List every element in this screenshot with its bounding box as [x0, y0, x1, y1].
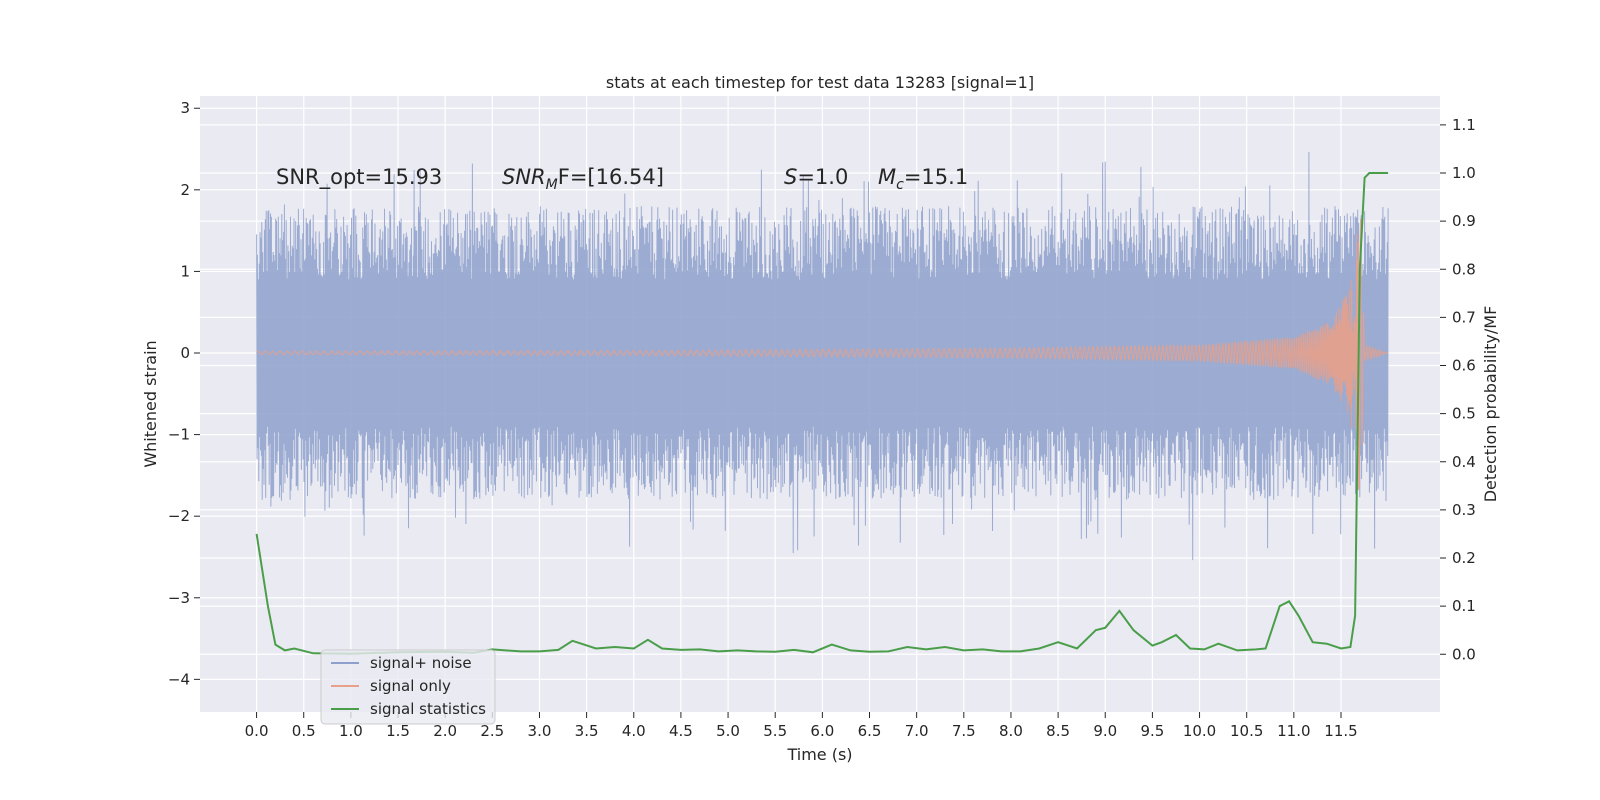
annotation-snr-mf-rest: F=[16.54]: [558, 165, 664, 189]
legend-box: [320, 649, 496, 725]
annotation-snr-opt: SNR_opt=15.93: [276, 165, 442, 190]
x-tick-label: 7.5: [952, 722, 976, 740]
x-tick-label: 3.5: [575, 722, 599, 740]
legend-label-signal-statistics: signal statistics: [370, 700, 486, 718]
x-tick-label: 6.5: [858, 722, 882, 740]
y-right-tick-label: 0.2: [1452, 549, 1476, 567]
chart-title: stats at each timestep for test data 132…: [606, 73, 1034, 92]
series-signal-plus-noise-line: [256, 151, 1389, 561]
x-tick-label: 1.0: [339, 722, 363, 740]
y-right-tick-label: 0.7: [1452, 308, 1476, 326]
y-right-tick-label: 1.1: [1452, 116, 1476, 134]
x-tick-label: 10.5: [1230, 722, 1263, 740]
annotation-mc-base: M: [878, 165, 896, 189]
series-signal-plus-noise: [256, 151, 1389, 561]
y-tick-label: −2: [168, 507, 190, 525]
y-tick-label: 2: [180, 181, 190, 199]
y-right-tick-label: 0.0: [1452, 645, 1476, 663]
axis-ticks: 0.0 0.5 1.0 1.5 2.0 2.5 3.0 3.5 4.0 4.5 5.0 5.5 6.0 6…: [168, 99, 1476, 740]
series-signal-only: [256, 218, 1389, 491]
annotation-s-value: =1.0: [797, 165, 848, 189]
x-tick-label: 4.5: [669, 722, 693, 740]
series-signal-statistics-line: [255, 172, 1389, 655]
y-right-tick-label: 0.9: [1452, 212, 1476, 230]
x-tick-label: 8.0: [999, 722, 1023, 740]
y-right-tick-label: 0.4: [1452, 453, 1476, 471]
y-right-tick-label: 0.8: [1452, 260, 1476, 278]
series-signal-statistics: [255, 172, 1389, 655]
y-tick-label: −3: [168, 589, 190, 607]
annotation-mc: Mc=15.1: [878, 165, 968, 193]
x-tick-label: 1.5: [386, 722, 410, 740]
x-tick-label: 8.5: [1046, 722, 1070, 740]
annotation-snr-mf-sub: M: [546, 177, 558, 193]
y-axis-label: Whitened strain: [141, 340, 160, 467]
y-right-tick-label: 0.5: [1452, 405, 1476, 423]
y-right-tick-label: 0.1: [1452, 597, 1476, 615]
x-tick-label: 6.0: [810, 722, 834, 740]
annotation-s: S=1.0: [784, 165, 848, 189]
x-axis-label: Time (s): [786, 745, 852, 764]
annotation-mc-sub: c: [896, 177, 904, 193]
x-tick-label: 7.0: [905, 722, 929, 740]
x-tick-label: 11.0: [1277, 722, 1310, 740]
x-tick-label: 9.0: [1093, 722, 1117, 740]
y-right-tick-label: 0.3: [1452, 501, 1476, 519]
legend: signal+ noise signal only signal statist…: [320, 649, 496, 725]
y-axis-right-label: Detection probability/MF: [1481, 306, 1500, 503]
x-tick-label: 2.5: [480, 722, 504, 740]
x-tick-label: 0.0: [245, 722, 269, 740]
x-tick-label: 0.5: [292, 722, 316, 740]
x-tick-label: 10.0: [1183, 722, 1216, 740]
x-tick-label: 3.0: [528, 722, 552, 740]
x-tick-label: 2.0: [433, 722, 457, 740]
legend-label-signal-plus-noise: signal+ noise: [370, 654, 472, 672]
y-right-tick-label: 0.6: [1452, 357, 1476, 375]
annotation-s-label: S: [784, 165, 797, 189]
series-signal-only-line: [256, 218, 1389, 491]
y-tick-label: −1: [168, 426, 190, 444]
x-tick-label: 11.5: [1324, 722, 1357, 740]
y-right-tick-label: 1.0: [1452, 164, 1476, 182]
annotation-mc-value: =15.1: [904, 165, 968, 189]
x-tick-label: 4.0: [622, 722, 646, 740]
y-tick-label: 1: [180, 262, 190, 280]
x-tick-label: 5.0: [716, 722, 740, 740]
x-tick-label: 5.5: [763, 722, 787, 740]
y-tick-label: −4: [168, 670, 190, 688]
x-tick-label: 9.5: [1140, 722, 1164, 740]
annotation-snr-mf: SNRMF=[16.54]: [502, 165, 664, 193]
legend-label-signal-only: signal only: [370, 677, 451, 695]
annotation-snr-mf-base: SNR: [502, 165, 546, 189]
y-tick-label: 0: [180, 344, 190, 362]
y-tick-label: 3: [180, 99, 190, 117]
